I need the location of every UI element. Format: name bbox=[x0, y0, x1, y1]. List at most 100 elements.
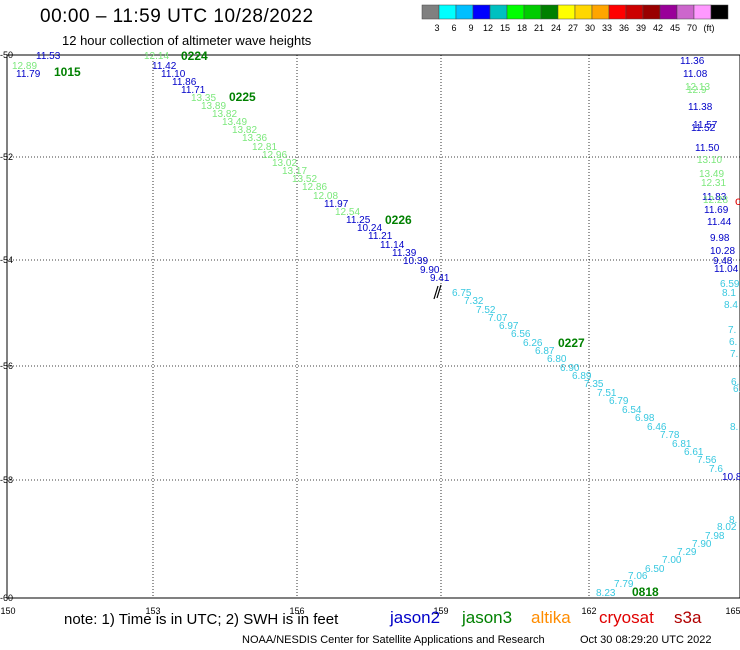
legend-altika: altika bbox=[531, 608, 571, 627]
wave-height-label: 6.89 bbox=[572, 371, 592, 382]
storm-marker-icon bbox=[433, 284, 442, 300]
scale-label: 30 bbox=[585, 23, 595, 33]
wave-height-label: 8.23 bbox=[596, 588, 616, 599]
wave-height-label: 11.69 bbox=[704, 205, 729, 216]
wave-height-label: 11.42 bbox=[152, 61, 177, 72]
wave-height-label: 8. bbox=[729, 515, 737, 526]
wave-height-label: 7.98 bbox=[705, 531, 725, 542]
wave-height-label: 6.75 bbox=[452, 288, 472, 299]
wave-height-label: 7.90 bbox=[692, 539, 712, 550]
wave-height-label: 13.49 bbox=[222, 117, 247, 128]
wave-height-label: 8.1 bbox=[722, 288, 736, 299]
scale-label: 12 bbox=[483, 23, 493, 33]
pass-time-label: 0818 bbox=[632, 585, 659, 599]
wave-height-label: 11.04 bbox=[714, 264, 739, 275]
map-axes: 150 153 156 159 162 165 -50 -52 -54 -56 -58 -60 bbox=[0, 50, 740, 616]
wave-height-label: 11.38 bbox=[688, 102, 713, 113]
wave-height-label: 7.79 bbox=[614, 579, 634, 590]
wave-height-label: 6.46 bbox=[647, 422, 667, 433]
wave-height-label: 12.28 bbox=[703, 195, 728, 206]
wave-height-label: 6.26 bbox=[523, 338, 543, 349]
wave-height-label: 12.89 bbox=[12, 61, 37, 72]
wave-height-label: 8.02 bbox=[717, 522, 737, 533]
legend-cryosat: cryosat bbox=[599, 608, 654, 627]
scale-label: 45 bbox=[670, 23, 680, 33]
lat-tick-label: -52 bbox=[0, 152, 13, 162]
scale-label: 24 bbox=[551, 23, 561, 33]
scale-label: 18 bbox=[517, 23, 527, 33]
lon-tick-label: 153 bbox=[145, 606, 160, 616]
wave-height-label: 11.14 bbox=[380, 240, 405, 251]
legend-s3a: s3a bbox=[674, 608, 702, 627]
wave-height-label: 13.82 bbox=[212, 109, 237, 120]
scale-label: 3 bbox=[434, 23, 439, 33]
wave-height-label: 7.00 bbox=[662, 555, 682, 566]
scale-label: 27 bbox=[568, 23, 578, 33]
lat-tick-label: -56 bbox=[0, 361, 13, 371]
generated-timestamp: Oct 30 08:29:20 UTC 2022 bbox=[580, 634, 712, 646]
scale-label: 36 bbox=[619, 23, 629, 33]
wave-height-label: 7.06 bbox=[628, 571, 648, 582]
wave-height-label: 12.86 bbox=[302, 182, 327, 193]
wave-height-label: 11.10 bbox=[161, 69, 186, 80]
wave-height-label: 9.41 bbox=[430, 273, 450, 284]
wave-height-label: 7.78 bbox=[660, 430, 680, 441]
partial-red-label: c bbox=[735, 194, 740, 208]
wave-height-label: 12.31 bbox=[701, 178, 726, 189]
wave-height-label: 8.4 bbox=[724, 300, 738, 311]
wave-height-label: 6.61 bbox=[684, 447, 704, 458]
pass-time-label: 0227 bbox=[558, 336, 585, 350]
wave-height-label: 10.39 bbox=[403, 256, 428, 267]
scale-label: 42 bbox=[653, 23, 663, 33]
page-title: 00:00 – 11:59 UTC 10/28/2022 bbox=[40, 6, 314, 27]
wave-height-label: 6.79 bbox=[609, 396, 629, 407]
wave-height-label: 7.51 bbox=[597, 388, 617, 399]
wave-height-label: 6.90 bbox=[560, 363, 580, 374]
wave-height-label: 11.97 bbox=[324, 199, 349, 210]
wave-height-label: 11.50 bbox=[695, 143, 720, 154]
wave-height-label: 11.83 bbox=[702, 192, 727, 203]
lon-tick-label: 165 bbox=[725, 606, 740, 616]
wave-height-label: 9.48 bbox=[713, 256, 733, 267]
scale-label: 9 bbox=[468, 23, 473, 33]
wave-height-label: 13.17 bbox=[282, 166, 307, 177]
wave-height-label: 6. bbox=[729, 337, 737, 348]
lat-tick-label: -54 bbox=[0, 255, 13, 265]
scale-label: 33 bbox=[602, 23, 612, 33]
wave-height-label: 12.81 bbox=[252, 142, 277, 153]
map-grid bbox=[6, 54, 740, 599]
legend-jason2: jason2 bbox=[390, 608, 441, 627]
wave-height-label: 6.59 bbox=[720, 279, 740, 290]
scale-label: (ft) bbox=[704, 23, 715, 33]
scale-label: 70 bbox=[687, 23, 697, 33]
wave-height-label: 12.13 bbox=[685, 82, 710, 93]
wave-height-label: 11.52 bbox=[691, 123, 716, 134]
lat-tick-label: -58 bbox=[0, 475, 13, 485]
wave-height-label: 6.98 bbox=[635, 413, 655, 424]
wave-height-label: 10.24 bbox=[357, 223, 382, 234]
wave-height-label: 12.08 bbox=[313, 191, 338, 202]
wave-height-label: 6.80 bbox=[547, 354, 567, 365]
wave-height-label: 6.87 bbox=[535, 346, 555, 357]
wave-height-label: 7.52 bbox=[476, 305, 496, 316]
lon-tick-label: 159 bbox=[433, 606, 448, 616]
wave-height-label: 11.79 bbox=[16, 69, 41, 80]
wave-height-label: 7. bbox=[730, 349, 738, 360]
page-subtitle: 12 hour collection of altimeter wave hei… bbox=[62, 33, 312, 48]
wave-height-label: 7.07 bbox=[488, 313, 508, 324]
wave-height-label: 11.86 bbox=[172, 77, 197, 88]
pass-time-label: 1015 bbox=[54, 65, 81, 79]
pass-time-label: 0226 bbox=[385, 213, 412, 227]
wave-height-label: 13.49 bbox=[699, 169, 724, 180]
lon-tick-label: 162 bbox=[581, 606, 596, 616]
lat-tick-label: -50 bbox=[0, 50, 13, 60]
pass-time-label: 0225 bbox=[229, 90, 256, 104]
lon-tick-label: 150 bbox=[0, 606, 15, 616]
wave-height-label: 11.57 bbox=[693, 120, 718, 131]
wave-height-label: 6.97 bbox=[499, 321, 519, 332]
map-frame bbox=[6, 54, 740, 599]
lon-tick-label: 156 bbox=[289, 606, 304, 616]
lat-tick-label: -60 bbox=[0, 593, 13, 603]
